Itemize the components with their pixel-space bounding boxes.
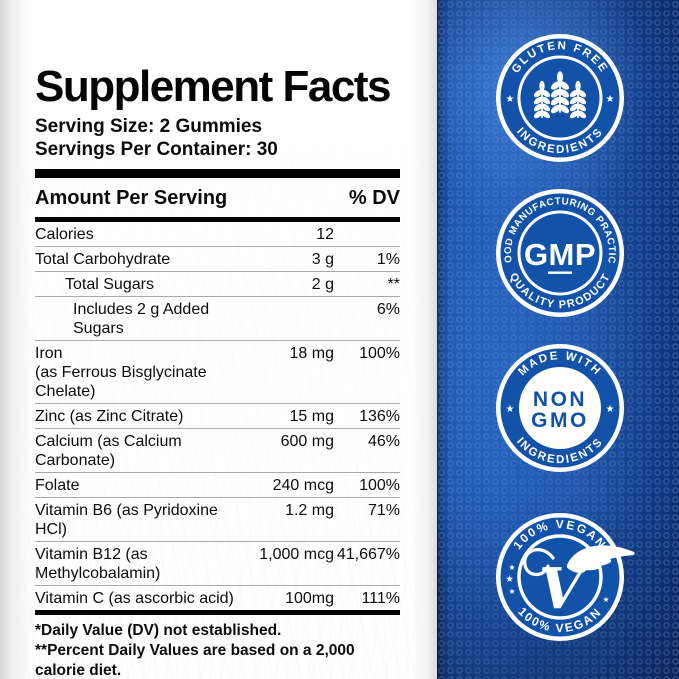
star-icon: ★ bbox=[506, 94, 515, 105]
nutrient-dv: ** bbox=[387, 276, 400, 293]
non-gmo-center-line1: NON bbox=[533, 388, 587, 411]
nutrient-name: Folate bbox=[35, 477, 80, 494]
nutrient-name: Calories bbox=[35, 226, 94, 243]
non-gmo-badge: MADE WITH INGREDIENTS ★ ★ NON GMO bbox=[495, 343, 625, 473]
wing-icon bbox=[566, 545, 635, 573]
nutrient-amount: 1.2 mg bbox=[285, 502, 334, 519]
star-icon: ★ bbox=[508, 587, 515, 596]
nutrient-table: Calories 12 Total Carbohydrate 3 g 1% To… bbox=[35, 222, 400, 610]
nutrient-dv: 46% bbox=[367, 433, 400, 450]
page-title: Supplement Facts bbox=[35, 62, 391, 111]
divider-medium bbox=[35, 217, 400, 222]
divider-medium bbox=[35, 610, 400, 615]
nutrient-name: Vitamin B12 (as Methylcobalamin) bbox=[35, 546, 161, 582]
right-edge-shading bbox=[411, 0, 437, 679]
nutrient-amount: 1,000 mcg bbox=[259, 546, 334, 563]
nutrient-name: Vitamin B6 (as Pyridoxine HCl) bbox=[35, 502, 218, 538]
table-row: Calcium (as Calcium Carbonate) 600 mg 46… bbox=[35, 428, 400, 472]
divider-thick bbox=[35, 169, 400, 178]
nutrient-name-sub: (as Ferrous Bisglycinate Chelate) bbox=[35, 364, 207, 400]
nutrient-dv: 100% bbox=[359, 345, 400, 362]
gluten-free-badge: GLUTEN FREE INGREDIENTS ★ ★ bbox=[495, 33, 625, 163]
non-gmo-seal: MADE WITH INGREDIENTS ★ ★ NON GMO bbox=[496, 344, 624, 472]
badge-panel: GLUTEN FREE INGREDIENTS ★ ★ bbox=[437, 0, 679, 679]
nutrient-amount: 2 g bbox=[311, 276, 334, 293]
nutrient-dv: 1% bbox=[376, 251, 400, 268]
percent-dv-header: % DV bbox=[348, 187, 400, 209]
footnote-percent: **Percent Daily Values are based on a 2,… bbox=[35, 642, 355, 679]
nutrient-dv: 41,667% bbox=[336, 546, 400, 563]
nutrient-name: Vitamin C (as ascorbic acid) bbox=[35, 590, 234, 607]
star-icon: ★ bbox=[505, 574, 514, 585]
nutrient-amount: 12 bbox=[316, 226, 334, 243]
star-icon: ★ bbox=[606, 404, 615, 415]
table-row: Vitamin C (as ascorbic acid) 100mg 111% bbox=[35, 585, 400, 610]
table-row: Vitamin B12 (as Methylcobalamin) 1,000 m… bbox=[35, 541, 400, 585]
nutrient-dv: 71% bbox=[367, 502, 400, 519]
nutrient-amount: 3 g bbox=[311, 251, 334, 268]
table-row: Calories 12 bbox=[35, 222, 400, 246]
star-icon: ★ bbox=[606, 94, 615, 105]
star-icon: ★ bbox=[603, 595, 610, 604]
vegan-badge: 100% VEGAN 100% VEGAN ★ ★ ★ ★ V bbox=[495, 512, 645, 647]
servings-per-container: Servings Per Container: 30 bbox=[35, 139, 278, 160]
gmp-center-text: GMP bbox=[524, 237, 596, 272]
serving-size: Serving Size: 2 Gummies bbox=[35, 116, 263, 137]
nutrient-amount: 240 mcg bbox=[272, 477, 334, 494]
table-row: Includes 2 g Added Sugars 6% bbox=[35, 296, 400, 340]
table-row: Vitamin B6 (as Pyridoxine HCl) 1.2 mg 71… bbox=[35, 497, 400, 541]
nutrient-amount: 18 mg bbox=[289, 345, 334, 362]
gluten-free-seal: GLUTEN FREE INGREDIENTS ★ ★ bbox=[496, 34, 624, 162]
footnotes: *Daily Value (DV) not established. **Per… bbox=[35, 621, 400, 679]
nutrient-name: Includes 2 g Added Sugars bbox=[73, 301, 210, 337]
star-icon: ★ bbox=[506, 404, 515, 415]
nutrient-amount: 600 mg bbox=[280, 433, 334, 450]
nutrient-name: Total Carbohydrate bbox=[35, 251, 171, 268]
label-content: Supplement Facts Serving Size: 2 Gummies… bbox=[35, 64, 400, 679]
table-row: Zinc (as Zinc Citrate) 15 mg 136% bbox=[35, 403, 400, 428]
non-gmo-center-line2: GMO bbox=[531, 409, 589, 432]
nutrient-name: Zinc (as Zinc Citrate) bbox=[35, 408, 184, 425]
footnote-dv: *Daily Value (DV) not established. bbox=[35, 622, 282, 639]
nutrient-name: Total Sugars bbox=[65, 276, 154, 293]
star-icon: ★ bbox=[508, 563, 515, 572]
nutrient-name: Iron (as Ferrous Bisglycinate Chelate) bbox=[35, 344, 239, 401]
table-header: Amount Per Serving % DV bbox=[35, 187, 400, 210]
nutrient-name-main: Iron bbox=[35, 345, 63, 362]
gmp-badge: GOOD MANUFACTURING PRACTICE QUALITY PROD… bbox=[491, 180, 625, 318]
supplement-facts-panel: Supplement Facts Serving Size: 2 Gummies… bbox=[0, 0, 437, 679]
nutrient-dv: 100% bbox=[359, 477, 400, 494]
table-row: Iron (as Ferrous Bisglycinate Chelate) 18… bbox=[35, 340, 400, 403]
gmp-seal: GOOD MANUFACTURING PRACTICE QUALITY PROD… bbox=[491, 180, 624, 317]
vegan-seal: 100% VEGAN 100% VEGAN ★ ★ ★ ★ V bbox=[496, 513, 635, 641]
nutrient-dv: 6% bbox=[376, 301, 400, 318]
nutrient-amount: 15 mg bbox=[289, 408, 334, 425]
nutrient-amount: 100mg bbox=[285, 590, 334, 607]
nutrient-dv: 136% bbox=[359, 408, 400, 425]
left-edge-shading bbox=[0, 0, 34, 679]
table-row: Folate 240 mcg 100% bbox=[35, 472, 400, 497]
gmp-underline bbox=[548, 271, 572, 274]
nutrient-dv: 111% bbox=[361, 590, 400, 607]
amount-per-serving-header: Amount Per Serving bbox=[35, 187, 228, 209]
nutrient-name: Calcium (as Calcium Carbonate) bbox=[35, 433, 182, 469]
table-row: Total Carbohydrate 3 g 1% bbox=[35, 246, 400, 271]
table-row: Total Sugars 2 g ** bbox=[35, 271, 400, 296]
